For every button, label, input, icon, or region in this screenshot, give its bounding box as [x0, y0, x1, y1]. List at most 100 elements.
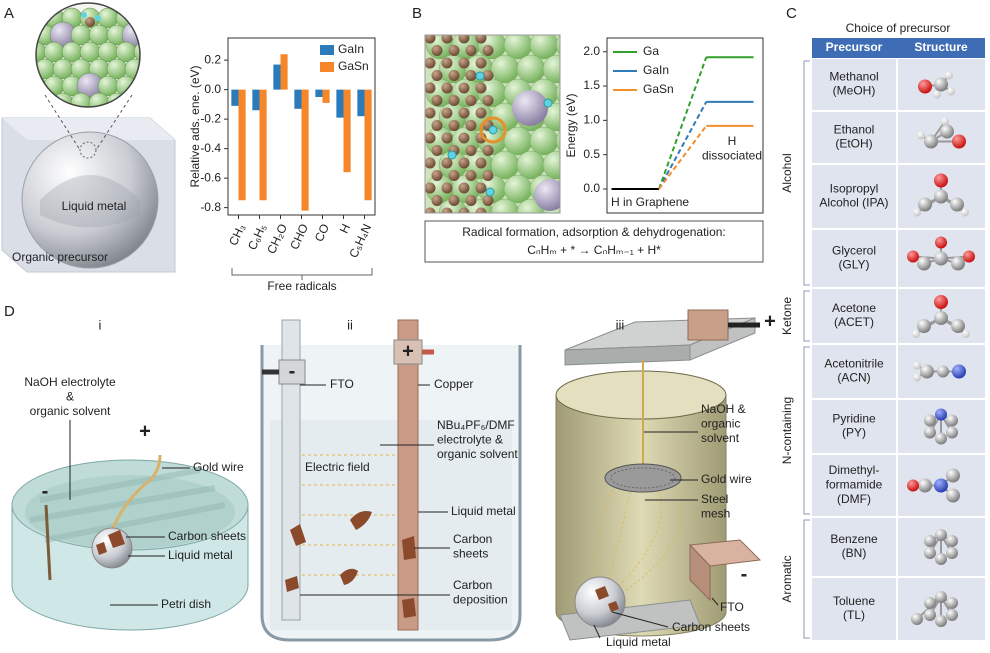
- atom: [143, 93, 163, 113]
- atom: [475, 35, 487, 44]
- atom: [482, 195, 494, 206]
- precursor-name: Glycerol (GLY): [832, 243, 876, 271]
- atom: [448, 95, 460, 106]
- atom: [465, 145, 477, 156]
- text-line: Carbon: [453, 578, 492, 592]
- y-tick-label: -0.2: [200, 111, 221, 125]
- plot-frame: [606, 37, 764, 214]
- atom: [431, 70, 443, 81]
- atom: [937, 365, 949, 378]
- atom: [950, 197, 964, 212]
- line-segment: [658, 125, 708, 190]
- bar: [294, 89, 302, 109]
- text-line: H: [728, 134, 737, 148]
- atom: [911, 613, 923, 625]
- atom: [458, 35, 470, 44]
- precursor-name: Toluene (TL): [833, 594, 875, 622]
- precursor-name: Ethanol (EtOH): [834, 122, 875, 150]
- setup-label: Carbon sheets: [168, 529, 246, 543]
- atom: [458, 182, 470, 194]
- atom: [947, 87, 955, 96]
- text-line: (BN): [842, 546, 867, 560]
- atom: [924, 597, 936, 609]
- atom: [447, 150, 457, 160]
- bar: [238, 89, 246, 201]
- leader-lines: [69, 384, 719, 639]
- setup-label: Gold wire: [701, 472, 752, 486]
- setup-label: Liquid metal: [606, 635, 671, 649]
- highlight-ring: [479, 116, 507, 144]
- atom: [918, 79, 932, 94]
- table-header-cell: Structure: [914, 40, 968, 54]
- text-line: organic solvent: [437, 447, 518, 461]
- text-line: (ACN): [837, 371, 870, 385]
- atom: [935, 615, 947, 627]
- bar: [315, 89, 323, 97]
- bar: [343, 89, 351, 173]
- text-line: Pyridine: [832, 411, 876, 425]
- legend-label: GaSn: [643, 82, 674, 96]
- atom: [441, 182, 453, 194]
- atom: [425, 132, 436, 144]
- electrode-sign: -: [42, 480, 49, 502]
- atom: [490, 198, 520, 213]
- atom: [448, 120, 460, 131]
- atom: [907, 250, 919, 263]
- text-line: Isopropyl: [830, 181, 879, 195]
- text-line: electrolyte &: [437, 433, 503, 447]
- precursor-name: Methanol (MeOH): [829, 69, 878, 97]
- y-tick-label: 0.0: [204, 82, 221, 96]
- atom: [542, 54, 560, 84]
- bar: [357, 89, 365, 117]
- text-line: organic: [701, 417, 740, 431]
- setup-label: NaOH & organic solvent: [701, 402, 746, 445]
- atom: [36, 7, 47, 29]
- bracket: [231, 268, 373, 280]
- table-cell: [812, 230, 896, 287]
- y-tick-label: 0.2: [204, 52, 221, 66]
- atom: [431, 170, 443, 181]
- precursor-name: Isopropyl Alcohol (IPA): [819, 181, 888, 209]
- atom: [934, 311, 948, 325]
- text-line: Alcohol (IPA): [819, 196, 888, 210]
- table-cell: [812, 518, 896, 576]
- group-label: N-containing: [780, 397, 794, 464]
- atom: [529, 126, 559, 156]
- atom: [935, 529, 947, 541]
- atom: [490, 150, 520, 180]
- table-cell: [812, 455, 896, 516]
- text-line: Acetonitrile: [824, 356, 884, 370]
- text-line: (PY): [842, 426, 866, 440]
- legend-label: GaSn: [338, 59, 369, 73]
- text-line: Acetone: [832, 301, 876, 315]
- table-cell: [812, 165, 896, 228]
- atom: [924, 426, 936, 439]
- atom: [482, 70, 494, 81]
- text-line: Dimethyl-: [829, 463, 880, 477]
- atom: [458, 132, 470, 144]
- y-tick-label: 0.5: [583, 147, 600, 161]
- atom: [133, 75, 140, 97]
- atom: [913, 208, 921, 217]
- atom: [918, 478, 932, 493]
- atom: [133, 7, 140, 29]
- atom: [934, 478, 948, 493]
- atom: [935, 553, 947, 565]
- atom: [465, 170, 477, 181]
- text-line: formamide: [826, 478, 883, 492]
- atom: [924, 535, 936, 547]
- group-label: Ketone: [780, 297, 794, 335]
- atom: [85, 17, 95, 27]
- atom: [934, 173, 948, 188]
- atom: [475, 157, 487, 169]
- electrode-sign: +: [764, 310, 776, 332]
- bar: [259, 89, 267, 201]
- liquid-metal-illustration: [1, 2, 176, 273]
- atom: [941, 117, 949, 126]
- atom: [448, 195, 460, 206]
- text-line: solvent: [701, 431, 740, 445]
- text-line: (TL): [843, 608, 865, 622]
